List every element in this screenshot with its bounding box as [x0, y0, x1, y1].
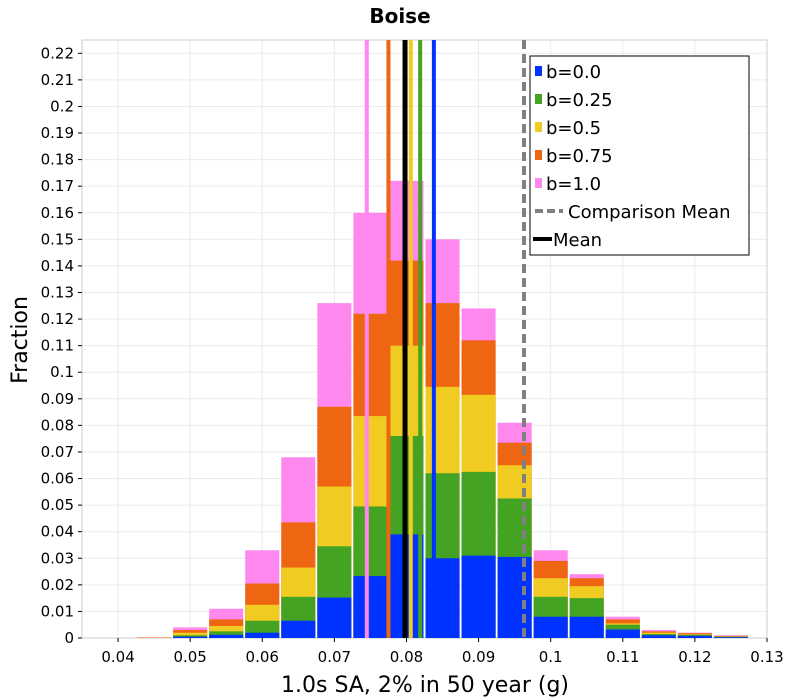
y-tick-label: 0.09: [41, 390, 74, 408]
legend-swatch: [535, 178, 542, 188]
bar-b-0-0: [317, 597, 352, 638]
y-tick-label: 0.01: [41, 602, 74, 620]
x-tick-label: 0.05: [173, 648, 206, 666]
y-tick-label: 0.12: [41, 310, 74, 328]
y-axis-label: Fraction: [8, 296, 33, 384]
y-tick-label: 0.2: [50, 97, 74, 115]
chart-title: Boise: [369, 4, 430, 28]
legend: b=0.0 b=0.25 b=0.5 b=0.75 b=1.0 Comparison Me…: [529, 55, 750, 256]
bar-b-0-0: [425, 558, 460, 638]
bar-b-0-0: [569, 616, 604, 638]
y-tick-label: 0.13: [41, 283, 74, 301]
bar-b-0-0: [497, 556, 532, 638]
legend-label: b=0.75: [546, 146, 613, 167]
y-tick-label: 0: [64, 629, 74, 647]
x-tick-label: 0.07: [318, 648, 351, 666]
y-tick-label: 0.15: [41, 230, 74, 248]
legend-swatch: [535, 122, 542, 132]
y-tick-label: 0.03: [41, 549, 74, 567]
y-tick-label: 0.22: [41, 44, 74, 62]
y-tick-label: 0.19: [41, 124, 74, 142]
mean-lines-group: [364, 40, 527, 638]
y-tick-label: 0.02: [41, 576, 74, 594]
x-tick-label: 0.1: [539, 648, 563, 666]
legend-swatch: [535, 150, 542, 160]
y-tick-label: 0.17: [41, 177, 74, 195]
x-tick-label: 0.06: [246, 648, 279, 666]
bar-b-0-0: [245, 632, 280, 638]
x-tick-label: 0.12: [678, 648, 711, 666]
y-tick-label: 0.08: [41, 416, 74, 434]
y-tick-label: 0.11: [41, 337, 74, 355]
plot-area: [81, 39, 768, 639]
bar-b-0-0: [641, 635, 676, 638]
x-tick-label: 0.13: [750, 648, 783, 666]
x-axis-label: 1.0s SA, 2% in 50 year (g): [281, 673, 569, 698]
legend-label: b=0.0: [546, 62, 601, 83]
bars-group: [137, 180, 748, 639]
legend-swatch: [535, 94, 542, 104]
y-tick-label: 0.07: [41, 443, 74, 461]
legend-box: [529, 55, 750, 256]
y-tick-label: 0.21: [41, 71, 74, 89]
legend-label: Comparison Mean: [568, 202, 731, 223]
bar-b-0-0: [281, 620, 316, 638]
y-tick-label: 0.16: [41, 204, 74, 222]
y-tick-label: 0.18: [41, 151, 74, 169]
legend-label: b=1.0: [546, 174, 601, 195]
y-tick-label: 0.14: [41, 257, 74, 275]
x-tick-label: 0.04: [101, 648, 134, 666]
bar-b-0-0: [605, 629, 640, 638]
x-tick-label: 0.09: [462, 648, 495, 666]
legend-label: b=0.5: [546, 118, 601, 139]
y-tick-label: 0.05: [41, 496, 74, 514]
y-tick-label: 0.1: [50, 363, 74, 381]
legend-label: Mean: [553, 230, 602, 251]
bar-b-0-0: [461, 555, 496, 638]
bar-b-0-0: [713, 637, 748, 638]
bar-b-0-0: [353, 576, 388, 638]
bar-b-0-0: [173, 636, 208, 638]
legend-swatch: [535, 66, 542, 76]
y-axis: 0 0.01 0.02 0.03 0.04 0.05 0.06 0.07 0.08 0.09 0.1…: [41, 44, 82, 647]
legend-label: b=0.25: [546, 90, 613, 111]
bar-b-0-25: [209, 631, 244, 638]
y-tick-label: 0.06: [41, 470, 74, 488]
x-tick-label: 0.11: [606, 648, 639, 666]
bar-b-0-0: [533, 616, 568, 638]
y-tick-label: 0.04: [41, 523, 74, 541]
x-tick-label: 0.08: [390, 648, 423, 666]
bar-b-0-0: [209, 634, 244, 638]
bar-b-0-0: [677, 635, 712, 638]
x-axis: 0.04 0.05 0.06 0.07 0.08 0.09 0.1 0.11 0.12 0.13: [101, 638, 784, 666]
